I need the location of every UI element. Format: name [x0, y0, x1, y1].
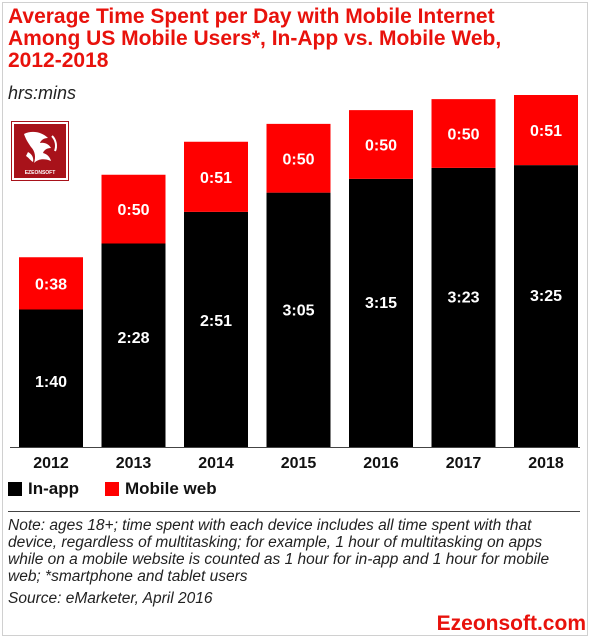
bar-in-app-2017 — [431, 167, 496, 447]
data-label-in-app-2018: 3:25 — [530, 288, 562, 305]
x-tick-label-2015: 2015 — [281, 455, 317, 472]
data-label-in-app-2013: 2:28 — [117, 330, 149, 347]
chart-subtitle: hrs:mins — [8, 83, 77, 103]
data-label-in-app-2016: 3:15 — [365, 295, 397, 312]
x-tick-label-2018: 2018 — [528, 455, 564, 472]
legend-label-in-app: In-app — [28, 479, 79, 498]
bar-mobile-web-2014 — [184, 141, 248, 212]
legend-label-mobile-web: Mobile web — [125, 479, 217, 498]
bar-mobile-web-2013 — [101, 174, 166, 244]
bar-mobile-web-2012 — [19, 257, 83, 310]
footnote: Note: ages 18+; time spent with each dev… — [8, 517, 550, 585]
legend-swatch-mobile-web — [105, 482, 119, 496]
footer-divider — [8, 511, 580, 512]
bar-mobile-web-2016 — [349, 110, 413, 179]
logo-text: EZEONSOFT — [25, 170, 56, 176]
bar-mobile-web-2017 — [431, 99, 496, 168]
data-label-mobile-web-2012: 0:38 — [35, 276, 67, 293]
bar-in-app-2016 — [349, 178, 413, 447]
brand-watermark: Ezeonsoft.com — [436, 612, 586, 635]
legend-item-in-app: In-app — [8, 479, 79, 499]
data-label-in-app-2012: 1:40 — [35, 374, 67, 391]
x-tick-label-2014: 2014 — [198, 455, 234, 472]
bar-in-app-2015 — [266, 192, 331, 447]
stacked-bar-chart: 1:40 0:38 2012 2:28 0:50 2013 2:51 0:51 2014 3:05… — [10, 95, 580, 472]
dragon-logo-icon: EZEONSOFT — [11, 121, 69, 181]
bar-in-app-2018 — [514, 165, 578, 447]
legend-swatch-in-app — [8, 482, 22, 496]
data-label-mobile-web-2018: 0:51 — [530, 123, 562, 140]
title-line-2: Among US Mobile Users*, In-App vs. Mobil… — [8, 27, 502, 50]
data-label-mobile-web-2014: 0:51 — [200, 170, 232, 187]
source-line: Source: eMarketer, April 2016 — [8, 590, 213, 607]
data-label-in-app-2017: 3:23 — [447, 289, 479, 306]
bar-mobile-web-2015 — [266, 123, 331, 193]
data-label-in-app-2015: 3:05 — [282, 303, 314, 320]
x-tick-label-2017: 2017 — [446, 455, 482, 472]
x-tick-label-2016: 2016 — [363, 455, 399, 472]
bar-mobile-web-2018 — [514, 95, 578, 166]
data-label-mobile-web-2017: 0:50 — [447, 127, 479, 144]
x-tick-label-2013: 2013 — [116, 455, 152, 472]
data-label-mobile-web-2015: 0:50 — [282, 151, 314, 168]
legend-item-mobile-web: Mobile web — [105, 479, 217, 499]
data-label-in-app-2014: 2:51 — [200, 313, 232, 330]
data-label-mobile-web-2016: 0:50 — [365, 138, 397, 155]
title-line-1: Average Time Spent per Day with Mobile I… — [8, 5, 495, 28]
bar-in-app-2012 — [19, 309, 83, 447]
legend: In-app Mobile web — [8, 479, 243, 499]
chart-title: Average Time Spent per Day with Mobile I… — [8, 6, 568, 72]
bar-in-app-2013 — [101, 243, 166, 447]
x-tick-label-2012: 2012 — [33, 455, 69, 472]
data-label-mobile-web-2013: 0:50 — [117, 202, 149, 219]
bar-in-app-2014 — [184, 211, 248, 447]
title-line-3: 2012-2018 — [8, 49, 109, 72]
